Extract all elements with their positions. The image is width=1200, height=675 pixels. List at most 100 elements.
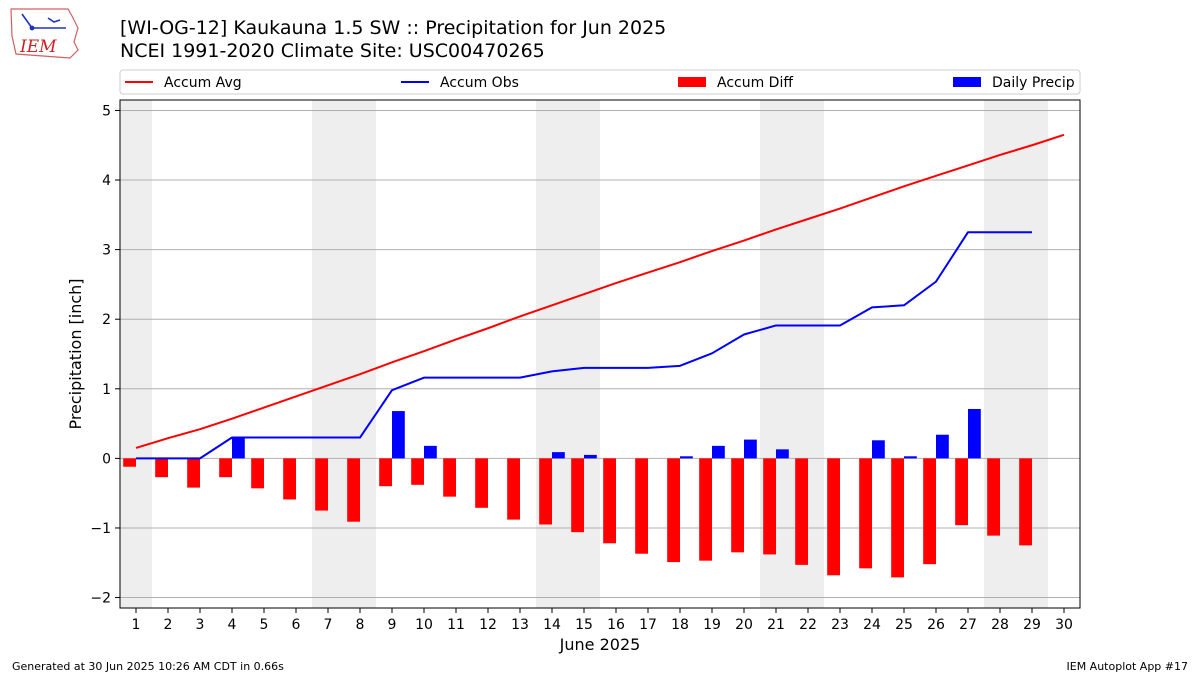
legend-accum-obs-label: Accum Obs [440,75,519,91]
x-tick-label: 28 [991,617,1009,633]
daily-precip-bar-day-10 [424,445,437,459]
x-tick-label: 5 [260,617,269,633]
x-tick-label: 21 [767,617,785,633]
accum-diff-bar-day-23 [827,458,840,576]
accum-diff-bar-day-17 [635,458,648,554]
accum-diff-bar-day-12 [475,458,488,508]
legend-box [119,69,1081,95]
x-tick-label: 29 [1023,617,1041,633]
chart-title-line1: [WI-OG-12] Kaukauna 1.5 SW :: Precipitat… [120,17,667,39]
accum-diff-bar-day-15 [571,458,584,533]
x-tick-label: 14 [543,617,561,633]
y-tick-label: −2 [90,591,111,607]
y-axis-label: Precipitation [inch] [66,278,85,429]
x-tick-label: 27 [959,617,977,633]
x-tick-label: 2 [164,617,173,633]
daily-precip-bar-day-27 [968,408,981,459]
accum-diff-bar-day-11 [443,458,456,497]
accum-diff-bar-day-18 [667,458,680,563]
weekend-shade-day-8 [344,100,376,608]
legend-daily-precip-label: Daily Precip [992,75,1075,91]
y-tick-label: 3 [102,243,111,259]
y-tick-label: 5 [102,103,111,119]
x-tick-label: 30 [1055,617,1073,633]
bars [123,408,1032,578]
x-tick-label: 6 [292,617,301,633]
daily-precip-bar-day-19 [712,445,725,459]
accum-diff-bar-day-20 [731,458,744,553]
station-dot-icon [29,25,35,31]
accum-diff-bar-day-22 [795,458,808,565]
accum-diff-bar-day-24 [859,458,872,569]
accum-diff-bar-day-29 [1019,458,1032,546]
chart-title-line2: NCEI 1991-2020 Climate Site: USC00470265 [120,40,545,62]
accum-diff-bar-day-4 [219,458,232,478]
x-tick-label: 26 [927,617,945,633]
accum-diff-bar-day-28 [987,458,1000,536]
x-tick-label: 19 [703,617,721,633]
x-tick-label: 24 [863,617,881,633]
y-tick-label: 4 [102,173,111,189]
footer-generated-text: Generated at 30 Jun 2025 10:26 AM CDT in… [12,660,284,673]
accum-diff-bar-day-3 [187,458,200,488]
accum-diff-bar-day-14 [539,458,552,525]
daily-precip-bar-day-4 [232,437,245,459]
footer-app-text: IEM Autoplot App #17 [1066,660,1189,673]
x-tick-label: 7 [324,617,333,633]
daily-precip-bar-day-21 [776,449,789,459]
x-tick-label: 9 [388,617,397,633]
daily-precip-bar-day-20 [744,439,757,459]
weekend-shade-day-1 [120,100,152,608]
accum-diff-bar-day-25 [891,458,904,578]
plot-frame [119,99,1081,609]
y-tick-label: 1 [102,382,111,398]
iem-logo: IEM [10,8,79,59]
daily-precip-bar-day-25 [904,456,917,459]
legend: Accum Avg Accum Obs Accum Diff Daily Precip [119,69,1081,95]
daily-precip-bar-day-18 [680,456,693,459]
daily-precip-bar-day-24 [872,440,885,459]
accum-diff-bar-day-10 [411,458,424,485]
daily-precip-bar-day-26 [936,434,949,459]
wind-barb-icon [21,13,33,29]
y-tick-label: 2 [102,312,111,328]
y-tick-label: −1 [90,521,111,537]
x-axis-label: June 2025 [559,635,641,654]
accum-diff-bar-day-7 [315,458,328,511]
x-tick-label: 22 [799,617,817,633]
x-tick-label: 8 [356,617,365,633]
x-tick-label: 11 [447,617,465,633]
iowa-state-outline [10,8,79,59]
accum-avg-line [135,133,1065,449]
legend-accum-diff-swatch [678,77,706,87]
daily-precip-bar-day-14 [552,452,565,459]
logo-text: IEM [19,37,57,57]
daily-precip-bar-day-9 [392,411,405,459]
x-tick-label: 16 [607,617,625,633]
accum-diff-bar-day-1 [123,458,136,467]
legend-accum-avg-label: Accum Avg [164,75,242,91]
accum-diff-bar-day-16 [603,458,616,544]
x-tick-label: 23 [831,617,849,633]
accum-obs-line [136,231,1032,460]
accum-diff-bar-day-13 [507,458,520,520]
accum-diff-bar-day-8 [347,458,360,522]
lines [135,133,1065,460]
bird-icon [47,17,61,23]
legend-daily-precip-swatch [953,77,981,87]
x-tick-label: 1 [132,617,141,633]
weekend-shade-day-14 [536,100,568,608]
x-tick-label: 20 [735,617,753,633]
accum-diff-bar-day-27 [955,458,968,526]
accum-diff-bar-day-9 [379,458,392,487]
accum-diff-bar-day-19 [699,458,712,561]
x-tick-label: 18 [671,617,689,633]
accum-diff-bar-day-5 [251,458,264,489]
x-tick-label: 10 [415,617,433,633]
accum-diff-bar-day-6 [283,458,296,500]
x-tick-label: 4 [228,617,237,633]
x-tick-label: 17 [639,617,657,633]
accum-diff-bar-day-26 [923,458,936,565]
x-tick-label: 12 [479,617,497,633]
